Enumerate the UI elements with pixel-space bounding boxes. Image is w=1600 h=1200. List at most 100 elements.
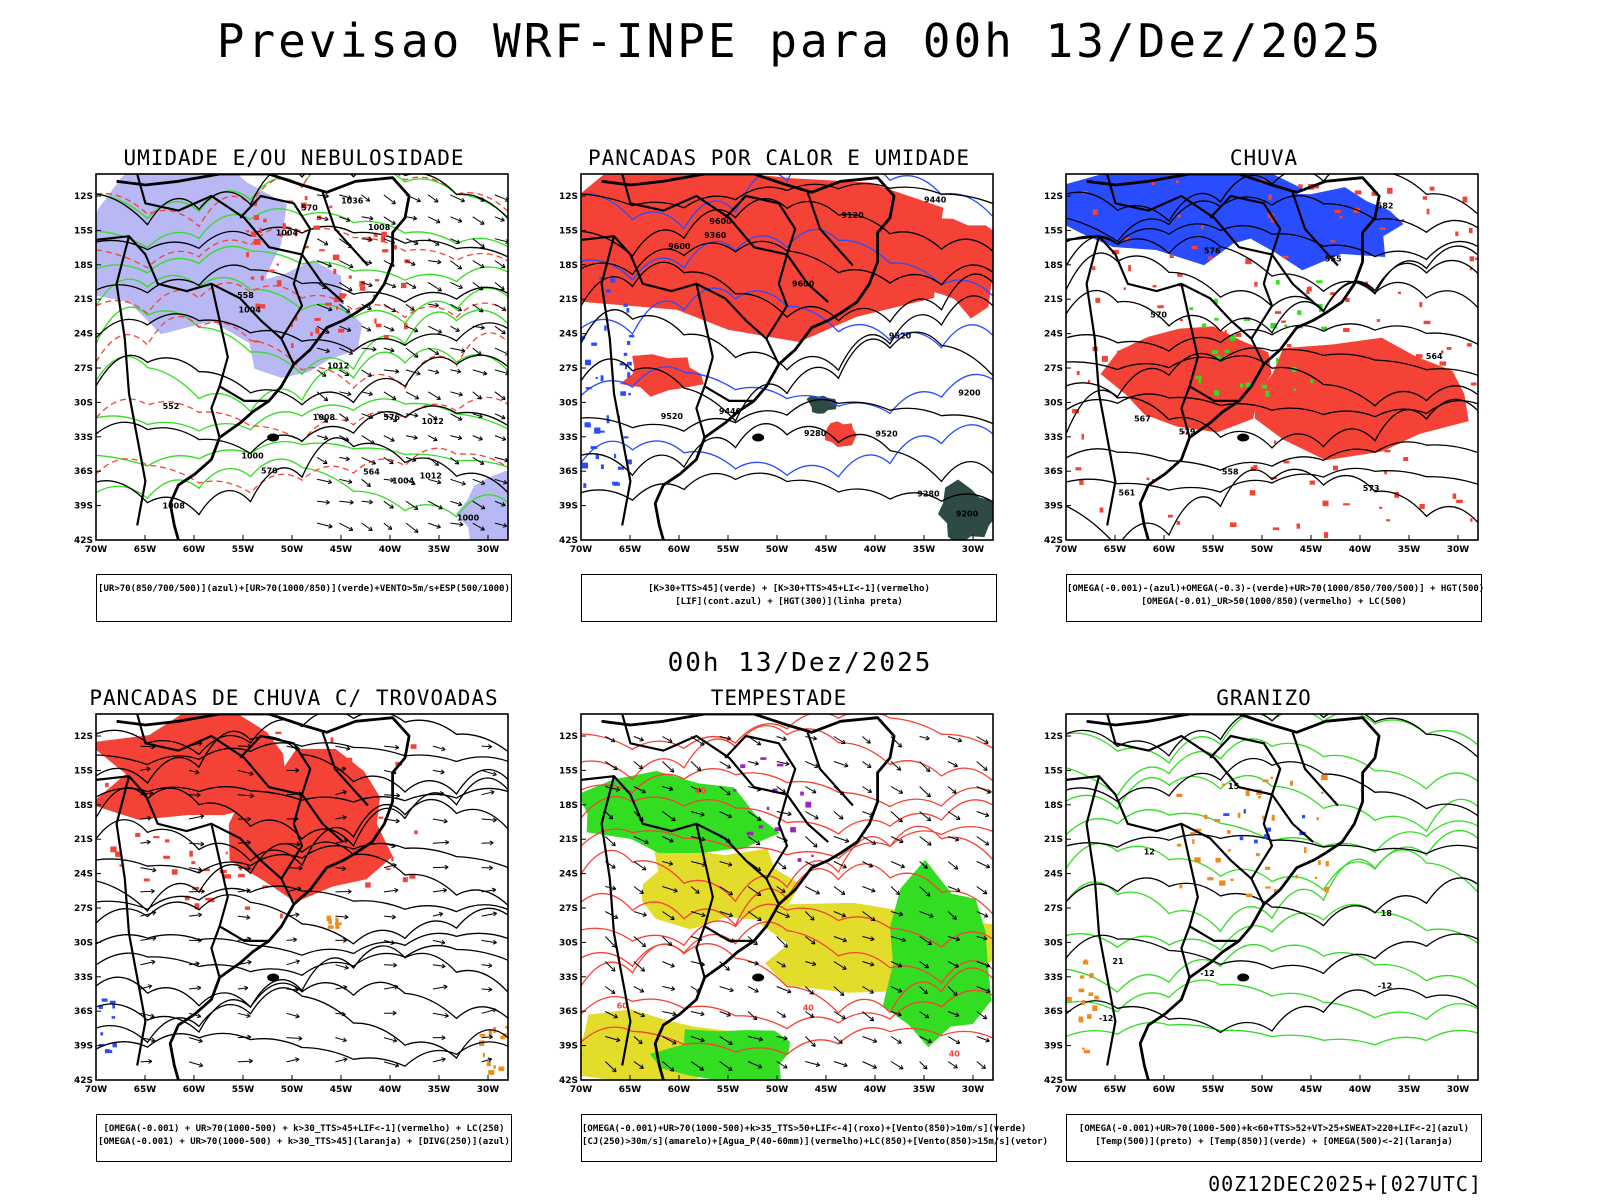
wind-vector-head <box>435 241 440 246</box>
map-frame <box>580 713 994 1081</box>
wind-vector <box>862 911 876 922</box>
country-border <box>219 925 269 942</box>
data-speck <box>326 915 331 922</box>
wind-vector-head <box>344 436 350 442</box>
wind-vector <box>140 911 156 917</box>
data-speck <box>313 805 319 810</box>
data-speck <box>1343 503 1350 506</box>
data-speck <box>1213 298 1218 304</box>
data-speck <box>1195 828 1202 832</box>
geopotential-contour <box>1066 441 1478 471</box>
lat-label: 36S <box>1044 1007 1063 1017</box>
water-red-contour <box>581 863 993 927</box>
lat-label: 33S <box>1044 433 1063 443</box>
data-speck <box>1339 216 1343 219</box>
height-300-contour <box>581 182 993 209</box>
wind-vector-head <box>433 436 438 442</box>
wind-vector-head <box>347 195 352 200</box>
data-speck <box>606 415 609 420</box>
lat-label: 42S <box>74 536 93 546</box>
wind-vector <box>494 456 508 462</box>
wind-vector-head <box>701 912 706 918</box>
wind-vector-head <box>246 914 251 920</box>
wind-vector-head <box>500 263 506 269</box>
data-speck <box>294 231 298 237</box>
wind-vector <box>747 886 762 896</box>
wind-vector-head <box>841 912 846 918</box>
wind-vector-head <box>754 760 759 766</box>
wind-vector <box>890 886 900 895</box>
wind-vector-head <box>325 348 330 354</box>
wind-vector <box>833 1061 848 1067</box>
water-red-contour <box>581 725 993 782</box>
wind-vector-head <box>644 839 649 845</box>
wind-vector <box>481 745 492 748</box>
data-speck <box>359 280 366 287</box>
wind-vector-head <box>753 940 758 946</box>
wind-vector <box>432 939 446 944</box>
height-300-contour <box>581 261 993 323</box>
wind-vector-head <box>295 959 300 965</box>
wind-vector-head <box>871 840 877 845</box>
data-speck <box>610 278 616 283</box>
wind-vector-head <box>457 306 463 312</box>
wind-vector <box>427 281 442 292</box>
data-speck <box>1448 375 1454 379</box>
wind-vector-head <box>480 243 485 249</box>
data-speck <box>1247 362 1254 368</box>
convection-red-area <box>824 421 857 447</box>
wind-vector-head <box>148 1058 153 1064</box>
wind-vector <box>719 786 731 796</box>
wind-vector-head <box>869 1016 875 1022</box>
data-speck <box>261 822 264 829</box>
lifted-index-contour <box>581 424 993 478</box>
wind-vector <box>481 964 492 967</box>
thickness-red-contour <box>96 174 508 228</box>
wind-vector <box>472 456 485 465</box>
data-speck <box>479 1033 486 1037</box>
data-speck <box>1270 323 1278 329</box>
data-speck <box>597 430 605 433</box>
wind-vector-head <box>199 814 205 819</box>
wind-vector-head <box>392 417 398 422</box>
wind-vector <box>450 478 466 485</box>
lat-label: 33S <box>1044 973 1063 983</box>
wind-vector-head <box>411 261 416 266</box>
data-speck <box>1262 779 1269 783</box>
country-border <box>1189 385 1239 402</box>
wind-vector-head <box>641 788 646 794</box>
wind-vector-head <box>842 864 847 869</box>
wind-vector <box>719 1036 733 1045</box>
data-speck <box>253 340 259 343</box>
wind-vector-head <box>412 215 418 221</box>
wind-vector <box>189 890 205 893</box>
wind-vector-head <box>457 435 463 441</box>
wind-vector-head <box>341 766 347 772</box>
data-speck <box>1456 499 1463 504</box>
data-speck <box>629 335 635 338</box>
temp-850-contour <box>1066 738 1478 797</box>
wind-vector-head <box>923 864 928 869</box>
geopotential-contour <box>1066 323 1478 352</box>
data-speck <box>1321 326 1328 332</box>
wind-vector <box>384 745 399 749</box>
wind-vector <box>805 786 817 794</box>
wind-vector <box>494 325 506 335</box>
wind-vector-head <box>441 746 446 752</box>
legend-line: [OMEGA(-0.001) + UR>70(1000-500) + k>30_… <box>98 1137 510 1147</box>
wind-vector-head <box>501 329 506 335</box>
geopotential-contour <box>1066 223 1478 261</box>
data-speck <box>1455 231 1459 237</box>
wind-vector <box>833 936 847 942</box>
wind-vector <box>361 194 371 202</box>
rain-red-area <box>1254 337 1469 461</box>
wind-vector-head <box>389 459 394 465</box>
lon-label: 30W <box>477 545 500 555</box>
wind-vector <box>862 1061 877 1069</box>
wind-vector-head <box>899 1065 904 1070</box>
lat-label: 12S <box>559 732 578 742</box>
wind-vector <box>976 911 989 918</box>
wind-vector <box>140 985 152 990</box>
wind-vector <box>633 1061 644 1069</box>
